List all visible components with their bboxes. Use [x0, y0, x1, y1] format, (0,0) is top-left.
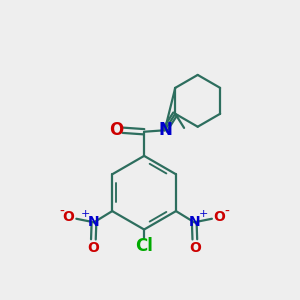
Text: N: N	[189, 215, 201, 229]
Text: O: O	[214, 210, 226, 224]
Text: N: N	[158, 121, 172, 139]
Text: O: O	[189, 241, 201, 255]
Text: O: O	[109, 121, 124, 139]
Text: O: O	[63, 210, 75, 224]
Text: N: N	[88, 215, 99, 229]
Text: -: -	[224, 205, 229, 219]
Text: +: +	[198, 209, 208, 219]
Text: +: +	[80, 209, 90, 219]
Text: Cl: Cl	[135, 237, 153, 255]
Text: O: O	[88, 241, 99, 255]
Text: -: -	[59, 205, 64, 219]
